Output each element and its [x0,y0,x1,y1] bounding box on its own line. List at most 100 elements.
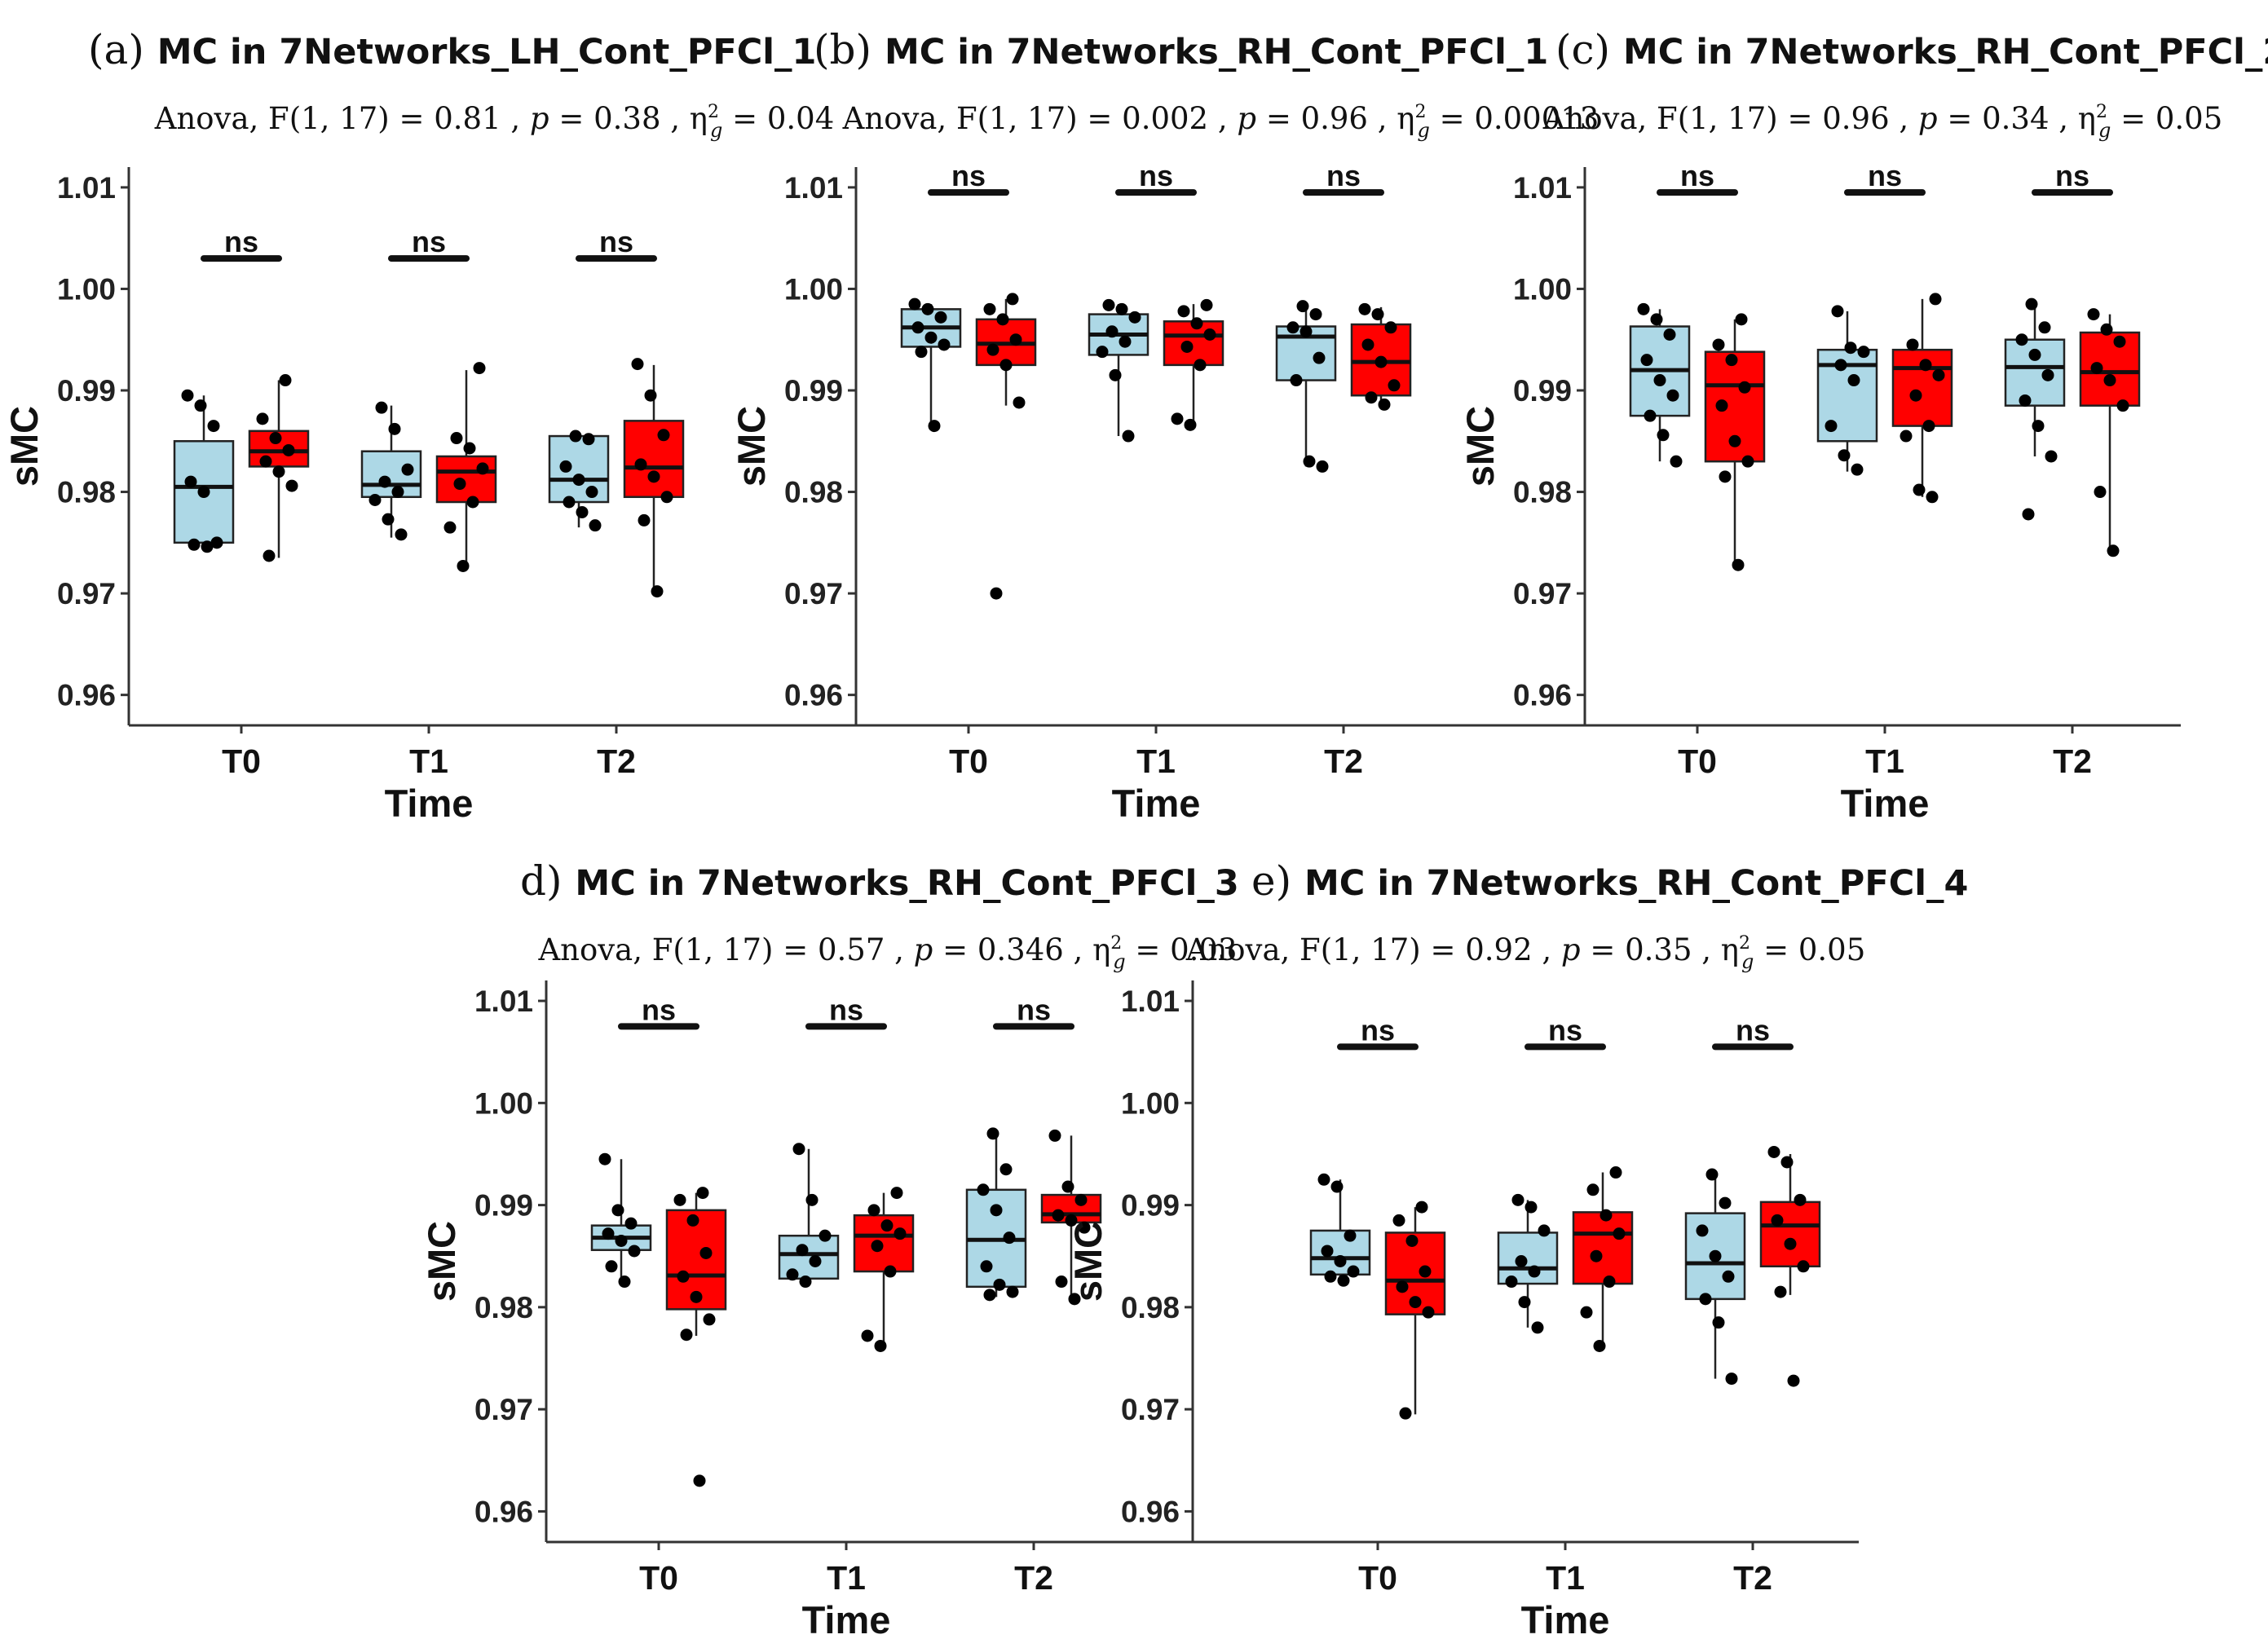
y-axis-label: sMC [420,1221,463,1302]
data-point [1128,311,1141,324]
eta-sub: g [2098,119,2111,142]
data-point [980,1260,993,1273]
data-point [1844,341,1857,355]
data-point [1505,1276,1518,1289]
eta-value: = 0.03 [1126,932,1238,967]
data-point [1666,389,1679,402]
y-tick-label: 0.96 [784,679,843,712]
panel-letter: d) [520,857,563,905]
data-point [1200,298,1213,311]
p-label: p [914,932,933,967]
data-point [1388,379,1401,392]
title-text: MC in 7Networks_LH_Cont_PFCl_1 [157,32,817,73]
data-point [993,1278,1006,1291]
x-tick-label: T2 [1014,1559,1053,1597]
significance-label: ns [1548,1013,1582,1046]
data-point [1511,1193,1525,1206]
data-point [1590,1249,1603,1262]
box-group1-T2 [1684,1168,1746,1386]
y-tick-label: 1.01 [1513,171,1572,205]
data-point [457,559,470,572]
x-tick-label: T0 [949,742,988,780]
data-point [611,1204,624,1217]
data-point [615,1234,628,1247]
data-point [1399,1407,1412,1420]
data-point [589,519,602,532]
box-body [548,434,610,504]
data-point [1324,1270,1337,1283]
significance-label: ns [1680,159,1714,192]
y-tick-label: 0.96 [474,1495,533,1528]
data-point [1392,1214,1405,1227]
box-group2-T0 [975,293,1037,600]
box-group1-T0 [173,389,235,553]
data-point [990,587,1003,600]
box-group2-T1 [1572,1166,1634,1352]
data-point [1906,338,1919,351]
y-axis-label: sMC [1066,1221,1110,1302]
data-point [999,359,1013,372]
data-point [1728,434,1741,447]
data-point [401,463,414,476]
data-point [1115,302,1128,315]
title-space [144,26,157,73]
data-point [871,1240,884,1253]
data-point [1797,1260,1810,1273]
eta-value: = 0.00013 [1430,101,1600,136]
panel-title: (a) MC in 7Networks_LH_Cont_PFCl_1 [88,26,816,73]
box-group2-T0 [248,374,310,562]
data-point [1048,1129,1061,1142]
box-group2-T0 [1384,1201,1446,1420]
data-point [884,1265,897,1278]
data-point [476,462,489,475]
data-point [375,401,388,414]
y-tick-label: 0.99 [784,374,843,408]
significance-label: ns [1361,1013,1395,1046]
data-point [453,478,466,491]
anova-subtitle: Anova, F(1, 17) = 0.96 , p = 0.34 , η2 g … [1542,101,2223,142]
data-point [673,1193,686,1206]
title-space [1610,26,1623,73]
data-point [1074,1193,1088,1206]
data-point [1119,335,1132,348]
data-point [1735,313,1748,326]
data-point [651,585,664,598]
x-tick-label: T0 [1678,742,1717,780]
box-body [2079,331,2141,407]
eta-sub: g [1417,119,1429,142]
title-text: MC in 7Networks_RH_Cont_PFCl_4 [1304,863,1968,904]
data-point [1653,374,1666,387]
data-point [2022,508,2035,521]
p-label: p [530,101,549,136]
data-point [1303,455,1316,468]
x-tick-label: T1 [1865,742,1904,780]
data-point [792,1143,805,1156]
data-point [894,1227,907,1240]
panel-title: d) MC in 7Networks_RH_Cont_PFCl_3 [520,857,1239,905]
y-tick-label: 0.98 [57,476,116,509]
data-point [1900,430,1913,443]
data-point [1330,1180,1344,1193]
data-point [1712,1316,1725,1329]
y-tick-label: 0.99 [57,374,116,408]
data-point [1613,1227,1626,1240]
data-point [1847,374,1860,387]
title-space [563,857,576,905]
data-point [1531,1321,1544,1334]
panel-b: (b) MC in 7Networks_RH_Cont_PFCl_1 Anova,… [730,26,1599,825]
eta-sup: 2 [1414,102,1426,122]
data-point [2045,450,2058,463]
data-point [1909,389,1922,402]
data-point [934,311,947,324]
data-point [2038,321,2051,334]
panel-letter: (b) [814,26,871,73]
data-point [395,528,408,541]
data-point [1361,338,1374,351]
significance-label: ns [2055,159,2089,192]
data-point [1709,1249,1722,1262]
data-point [1309,308,1322,321]
eta-label: η [690,101,708,136]
x-tick-label: T0 [1358,1559,1397,1597]
data-point [391,486,404,499]
eta-label: η [1092,932,1110,967]
